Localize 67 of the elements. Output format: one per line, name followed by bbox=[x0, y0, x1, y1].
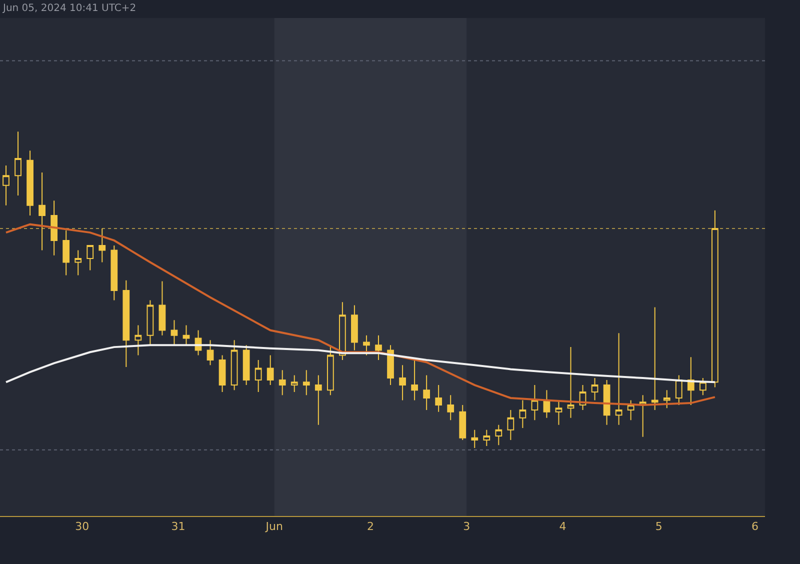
x-tick-label: 6 bbox=[751, 520, 758, 534]
candlestick bbox=[651, 306, 658, 410]
candlestick bbox=[2, 165, 10, 206]
candlestick bbox=[615, 332, 622, 426]
candlestick bbox=[206, 340, 214, 366]
candlestick bbox=[314, 374, 322, 426]
candlestick bbox=[531, 384, 538, 421]
candlestick bbox=[495, 424, 502, 446]
candlestick bbox=[411, 360, 418, 401]
candlestick bbox=[675, 374, 682, 406]
candlestick bbox=[302, 370, 310, 396]
x-tick-label: 31 bbox=[171, 520, 186, 534]
candlestick bbox=[134, 324, 142, 356]
candlestick bbox=[50, 200, 58, 256]
x-tick-label: 30 bbox=[75, 520, 90, 534]
candlestick bbox=[543, 390, 550, 418]
x-tick-label: 3 bbox=[463, 520, 470, 534]
candlestick bbox=[639, 394, 646, 438]
candlestick bbox=[627, 400, 634, 421]
candlestick bbox=[146, 300, 154, 346]
candlestick bbox=[122, 280, 130, 368]
candlestick bbox=[14, 131, 22, 196]
x-tick-label: Jun bbox=[264, 520, 283, 534]
candlestick bbox=[26, 150, 34, 216]
candlestick bbox=[363, 334, 370, 356]
candlestick bbox=[591, 378, 598, 401]
candlestick bbox=[435, 384, 442, 412]
candlestick bbox=[375, 334, 382, 361]
x-tick-label: 4 bbox=[559, 520, 566, 534]
candlestick bbox=[98, 228, 106, 263]
candlestick bbox=[266, 354, 274, 386]
candlestick bbox=[62, 230, 70, 276]
candlestick bbox=[399, 364, 406, 401]
candlestick bbox=[711, 210, 718, 388]
candlestick bbox=[278, 370, 286, 396]
x-tick-label: 5 bbox=[655, 520, 662, 534]
candlestick bbox=[242, 344, 250, 386]
candlestick bbox=[459, 404, 466, 441]
candlestick bbox=[170, 320, 178, 346]
candlestick bbox=[218, 354, 226, 392]
candlestick bbox=[158, 280, 166, 336]
candlestick bbox=[326, 344, 334, 396]
candlestick bbox=[567, 346, 574, 418]
candlestick bbox=[447, 394, 454, 421]
candlestick bbox=[663, 390, 670, 409]
candlestick bbox=[699, 378, 706, 396]
candlestick bbox=[254, 360, 262, 392]
candlestick bbox=[387, 344, 394, 386]
x-tick-label: 2 bbox=[366, 520, 374, 534]
candlestick bbox=[423, 374, 430, 410]
candlestick bbox=[579, 384, 586, 410]
candlestick bbox=[471, 429, 478, 448]
candlestick bbox=[339, 302, 346, 361]
candlestick bbox=[603, 379, 610, 426]
candlestick bbox=[519, 400, 526, 429]
candlestick bbox=[555, 400, 562, 426]
text: Jun 05, 2024 10:41 UTC+2 bbox=[2, 3, 136, 14]
candlestick bbox=[507, 410, 514, 441]
candlestick bbox=[182, 324, 190, 346]
candlestick bbox=[230, 340, 238, 391]
candlestick bbox=[110, 245, 118, 301]
candlestick bbox=[351, 304, 358, 351]
candlestick bbox=[86, 245, 94, 271]
candlestick bbox=[483, 429, 490, 447]
candlestick bbox=[38, 172, 46, 251]
candlestick bbox=[290, 374, 298, 392]
candlestick bbox=[74, 250, 82, 276]
